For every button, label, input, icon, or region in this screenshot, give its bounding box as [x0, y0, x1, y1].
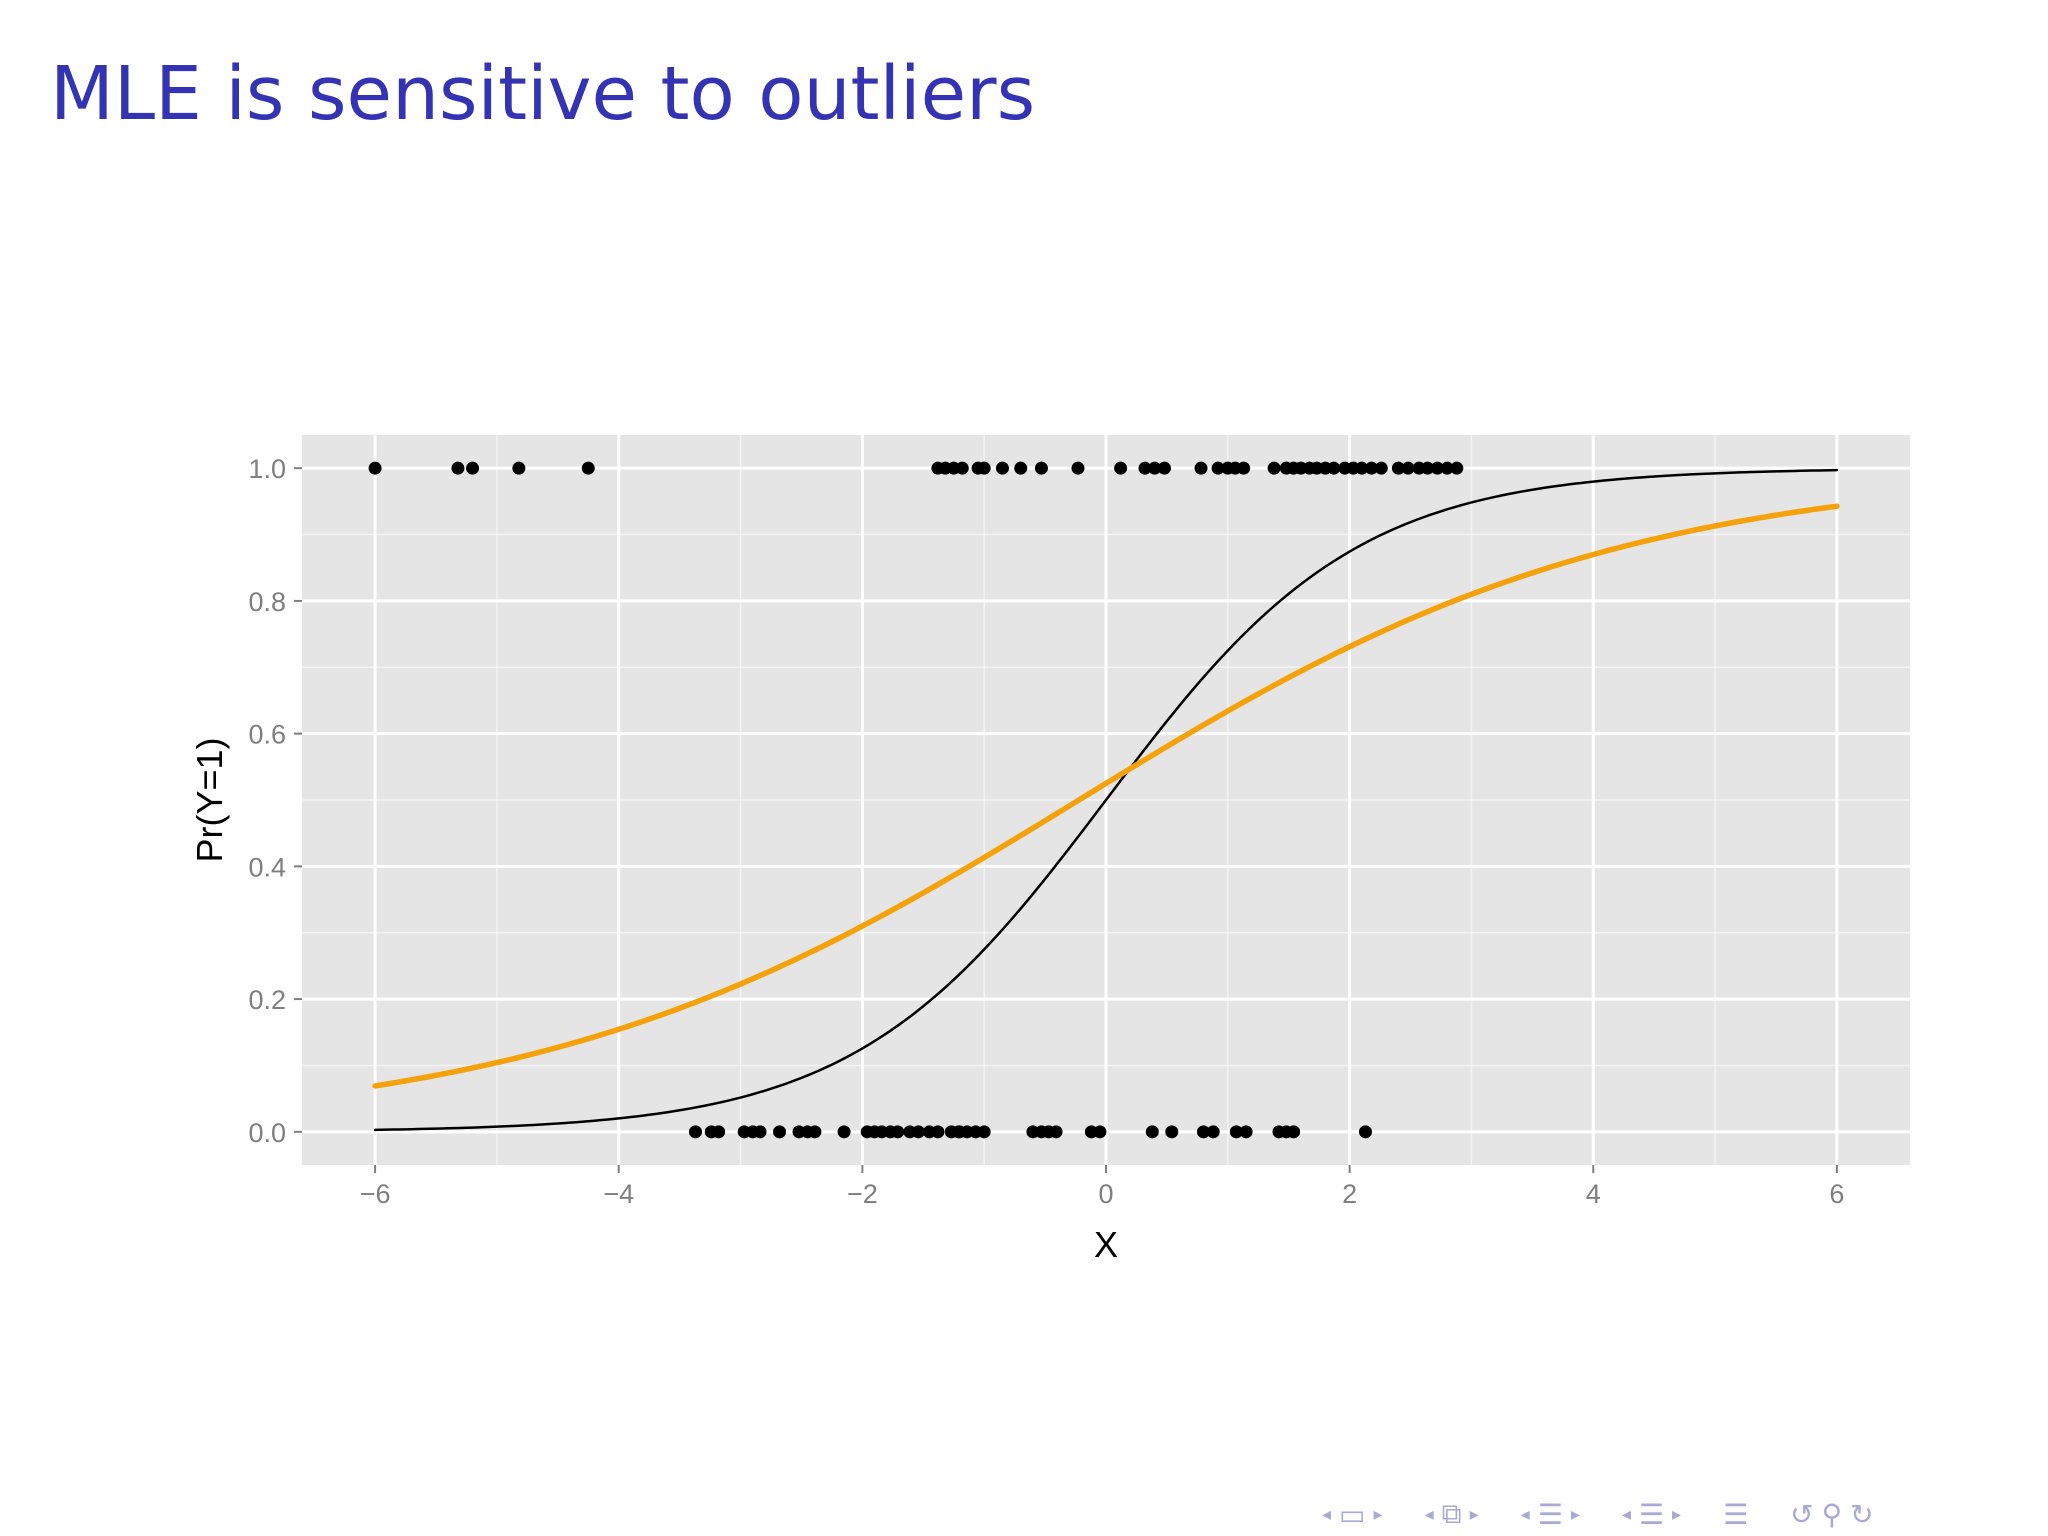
nav-subsection-group: ◂ ⧉ ▸	[1421, 1497, 1483, 1531]
data-point-y0	[911, 1125, 925, 1139]
y-tick-label: 0.2	[248, 985, 286, 1015]
data-point-y1	[1401, 461, 1415, 475]
data-point-y1	[1138, 461, 1152, 475]
data-point-y1	[995, 461, 1009, 475]
fitted-curve-1	[373, 468, 1839, 1132]
data-point-y0	[753, 1125, 767, 1139]
data-point-y1	[1194, 461, 1208, 475]
document-icon[interactable]: ☰	[1723, 1497, 1749, 1531]
part-icon[interactable]: ☰	[1638, 1497, 1665, 1531]
data-point-y0	[1145, 1125, 1159, 1139]
x-tick-label: 6	[1829, 1179, 1844, 1209]
data-point-y0	[1196, 1125, 1210, 1139]
data-point-y1	[1450, 461, 1464, 475]
y-tick-label: 0.4	[248, 852, 286, 882]
data-point-y1	[1211, 461, 1225, 475]
search-icon[interactable]: ⚲	[1821, 1497, 1843, 1531]
axis-ticks	[294, 467, 1838, 1173]
data-point-y1	[1374, 461, 1388, 475]
data-point-y1	[466, 461, 480, 475]
y-tick-label: 0.0	[248, 1118, 286, 1148]
data-point-y1	[1157, 461, 1171, 475]
y-tick-label: 0.8	[248, 587, 286, 617]
subsection-icon[interactable]: ⧉	[1441, 1497, 1462, 1530]
frame-next-arrow-icon[interactable]: ▸	[1373, 1503, 1383, 1525]
data-point-y0	[712, 1125, 726, 1139]
x-axis-title: X	[1094, 1224, 1118, 1265]
x-tick-label: 0	[1098, 1179, 1113, 1209]
back-icon[interactable]: ↺	[1790, 1497, 1814, 1531]
beamer-navigation: ◂ ▭ ▸ ◂ ⧉ ▸ ◂ ☰ ▸ ◂ ☰ ▸ ☰ ↺ ⚲ ↻	[1318, 1496, 1878, 1532]
data-point-y1	[1237, 461, 1251, 475]
fitted-curve-2	[372, 503, 1840, 1089]
y-tick-label: 0.6	[248, 720, 286, 750]
nav-part-group: ◂ ☰ ▸	[1618, 1498, 1685, 1531]
data-point-y0	[1093, 1125, 1107, 1139]
data-point-y1	[1365, 461, 1379, 475]
data-point-y0	[1287, 1125, 1301, 1139]
data-point-y1	[368, 461, 382, 475]
y-axis-title: Pr(Y=1)	[189, 737, 230, 862]
nav-search-group: ↺ ⚲ ↻	[1786, 1498, 1877, 1531]
data-point-y0	[688, 1125, 702, 1139]
data-point-y1	[955, 461, 969, 475]
data-point-y1	[1327, 461, 1341, 475]
data-point-y1	[1034, 461, 1048, 475]
subsection-prev-arrow-icon[interactable]: ◂	[1424, 1503, 1434, 1525]
data-point-y0	[1049, 1125, 1063, 1139]
data-point-y1	[1391, 461, 1405, 475]
nav-section-group: ◂ ☰ ▸	[1517, 1498, 1584, 1531]
forward-icon[interactable]: ↻	[1850, 1497, 1874, 1531]
data-point-y0	[891, 1125, 905, 1139]
data-point-y1	[1421, 461, 1435, 475]
section-prev-arrow-icon[interactable]: ◂	[1520, 1503, 1530, 1525]
data-point-y1	[1148, 461, 1162, 475]
data-point-y1	[1430, 461, 1444, 475]
data-point-y1	[1114, 461, 1128, 475]
data-point-y0	[1239, 1125, 1253, 1139]
x-tick-label: −2	[847, 1179, 878, 1209]
y-tick-label: 1.0	[248, 454, 286, 484]
x-tick-label: 2	[1342, 1179, 1357, 1209]
nav-frame-group: ◂ ▭ ▸	[1318, 1498, 1387, 1531]
frame-prev-arrow-icon[interactable]: ◂	[1322, 1503, 1332, 1525]
data-point-y1	[1071, 461, 1085, 475]
part-prev-arrow-icon[interactable]: ◂	[1621, 1503, 1631, 1525]
data-point-y1	[512, 461, 526, 475]
data-point-y1	[1267, 461, 1281, 475]
slide-title: MLE is sensitive to outliers	[50, 51, 1036, 137]
x-tick-label: −6	[360, 1179, 391, 1209]
data-point-y1	[1355, 461, 1369, 475]
x-tick-label: 4	[1586, 1179, 1601, 1209]
data-point-y0	[1358, 1125, 1372, 1139]
data-points	[368, 461, 1464, 1139]
frame-icon[interactable]: ▭	[1339, 1497, 1366, 1531]
data-point-y1	[451, 461, 465, 475]
data-point-y0	[1165, 1125, 1179, 1139]
data-point-y0	[808, 1125, 822, 1139]
x-tick-label: −4	[603, 1179, 634, 1209]
data-point-y1	[581, 461, 595, 475]
data-point-y1	[1440, 461, 1454, 475]
tick-labels: −6 −4 −2 0 2 4 6 0.0 0.2 0.4 0.6 0.8 1.0	[248, 454, 1844, 1209]
section-next-arrow-icon[interactable]: ▸	[1570, 1503, 1580, 1525]
data-point-y0	[977, 1125, 991, 1139]
data-point-y1	[1014, 461, 1028, 475]
section-icon[interactable]: ☰	[1537, 1497, 1563, 1531]
data-point-y0	[1229, 1125, 1243, 1139]
part-next-arrow-icon[interactable]: ▸	[1672, 1503, 1682, 1525]
nav-document-group: ☰	[1719, 1498, 1752, 1531]
data-point-y1	[977, 461, 991, 475]
data-point-y0	[922, 1125, 936, 1139]
fitted-curves	[372, 468, 1840, 1132]
subsection-next-arrow-icon[interactable]: ▸	[1469, 1503, 1479, 1525]
data-point-y0	[1206, 1125, 1220, 1139]
data-point-y0	[773, 1125, 787, 1139]
data-point-y0	[837, 1125, 851, 1139]
